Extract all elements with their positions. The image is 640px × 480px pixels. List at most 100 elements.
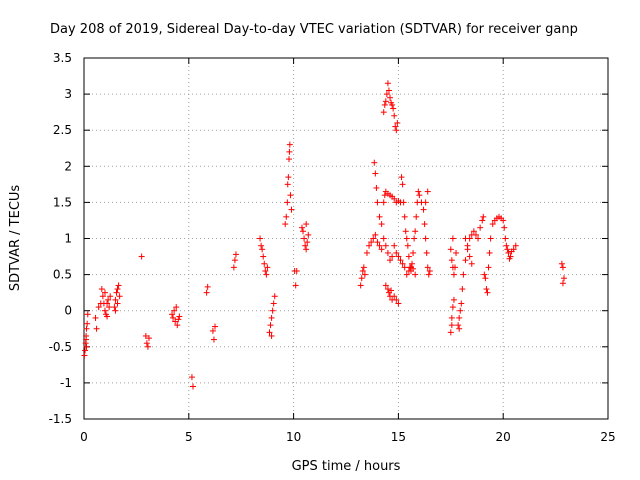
plot-frame <box>83 57 609 420</box>
data-point <box>104 300 111 307</box>
data-point <box>393 127 400 134</box>
data-point <box>409 260 416 267</box>
data-point <box>261 260 268 267</box>
data-point <box>145 335 152 342</box>
data-point <box>370 235 377 242</box>
data-point <box>301 235 308 242</box>
data-point <box>203 289 210 296</box>
data-point <box>391 293 398 300</box>
data-point <box>144 343 151 350</box>
x-tick-label: 10 <box>286 430 301 444</box>
data-point <box>114 300 121 307</box>
data-point <box>425 271 432 278</box>
data-point <box>171 307 178 314</box>
data-point <box>389 101 396 108</box>
data-point <box>380 199 387 206</box>
data-point <box>468 260 475 267</box>
y-axis-label: SDTVAR / TECUs <box>8 185 23 292</box>
data-point <box>403 235 410 242</box>
data-point <box>423 249 430 256</box>
data-point <box>269 307 276 314</box>
data-point <box>210 336 217 343</box>
data-point <box>268 314 275 321</box>
data-point <box>285 174 292 181</box>
data-point <box>384 249 391 256</box>
data-point <box>415 188 422 195</box>
data-point <box>271 293 278 300</box>
data-point <box>453 249 460 256</box>
data-point <box>204 283 211 290</box>
data-point <box>507 253 514 260</box>
data-point <box>138 253 145 260</box>
data-point <box>500 217 507 224</box>
data-point <box>450 296 457 303</box>
x-tick-label: 0 <box>80 430 88 444</box>
data-point <box>266 329 273 336</box>
data-point <box>264 264 271 271</box>
data-point <box>558 260 565 267</box>
data-point <box>393 296 400 303</box>
data-point <box>560 275 567 282</box>
data-point <box>448 257 455 264</box>
data-point <box>447 246 454 253</box>
data-point <box>292 282 299 289</box>
data-point <box>286 148 293 155</box>
data-point <box>170 314 177 321</box>
data-point <box>287 192 294 199</box>
data-point <box>105 296 112 303</box>
data-point <box>447 329 454 336</box>
data-point <box>398 174 405 181</box>
data-point <box>101 289 108 296</box>
data-point <box>284 181 291 188</box>
data-point <box>262 267 269 274</box>
data-point <box>394 119 401 126</box>
data-point <box>510 246 517 253</box>
data-point <box>260 253 267 260</box>
data-point <box>169 311 176 318</box>
data-point <box>393 249 400 256</box>
data-point <box>101 307 108 314</box>
data-point <box>479 217 486 224</box>
data-point <box>421 221 428 228</box>
data-point <box>378 246 385 253</box>
data-point <box>382 98 389 105</box>
data-point <box>503 242 510 249</box>
data-point <box>489 221 496 228</box>
data-point <box>451 264 458 271</box>
data-point <box>173 304 180 311</box>
data-point <box>107 293 114 300</box>
data-point <box>459 286 466 293</box>
data-point <box>449 304 456 311</box>
data-point <box>388 287 395 294</box>
data-point <box>176 313 183 320</box>
data-point <box>83 343 90 350</box>
data-point <box>368 239 375 246</box>
data-point <box>395 253 402 260</box>
data-point <box>83 325 90 332</box>
data-point <box>404 242 411 249</box>
data-point <box>373 184 380 191</box>
y-tick-label: 1 <box>64 232 72 246</box>
y-tick-label: 1.5 <box>53 195 72 209</box>
data-point <box>188 374 195 381</box>
data-point <box>371 159 378 166</box>
data-point <box>458 300 465 307</box>
data-point <box>413 213 420 220</box>
data-point <box>305 231 312 238</box>
data-point <box>448 314 455 321</box>
data-point <box>93 325 100 332</box>
data-point <box>114 286 121 293</box>
data-point <box>284 199 291 206</box>
data-point <box>455 322 462 329</box>
data-points <box>81 80 567 390</box>
data-point <box>95 304 102 311</box>
data-point <box>363 249 370 256</box>
data-point <box>456 325 463 332</box>
data-point <box>270 300 277 307</box>
data-point <box>286 141 293 148</box>
data-point <box>267 322 274 329</box>
chart-title: Day 208 of 2019, Sidereal Day-to-day VTE… <box>50 22 578 37</box>
y-tick-label: -1.5 <box>49 412 72 426</box>
data-point <box>381 192 388 199</box>
data-point <box>487 235 494 242</box>
